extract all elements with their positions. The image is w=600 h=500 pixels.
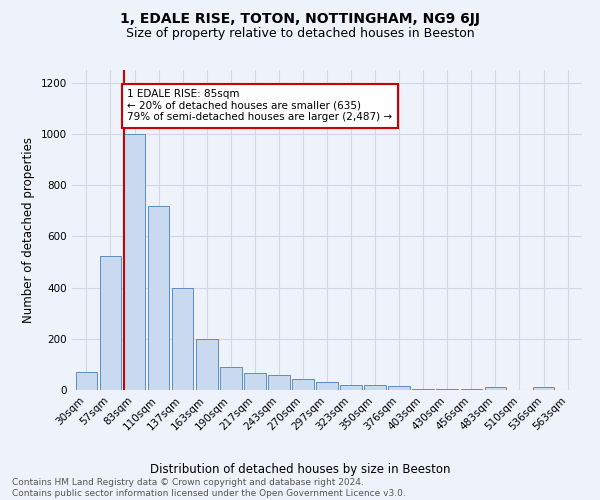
Bar <box>124 134 145 390</box>
Bar <box>533 386 554 390</box>
Bar <box>148 206 169 390</box>
Bar <box>292 379 314 390</box>
Bar <box>412 388 434 390</box>
Bar <box>388 386 410 390</box>
Bar <box>316 382 338 390</box>
Bar <box>485 388 506 390</box>
Text: Size of property relative to detached houses in Beeston: Size of property relative to detached ho… <box>125 28 475 40</box>
Text: 1 EDALE RISE: 85sqm
← 20% of detached houses are smaller (635)
79% of semi-detac: 1 EDALE RISE: 85sqm ← 20% of detached ho… <box>127 89 392 122</box>
Bar <box>100 256 121 390</box>
Y-axis label: Number of detached properties: Number of detached properties <box>22 137 35 323</box>
Bar <box>196 339 218 390</box>
Bar <box>340 386 362 390</box>
Bar <box>268 374 290 390</box>
Bar <box>244 374 266 390</box>
Bar <box>461 388 482 390</box>
Bar <box>364 386 386 390</box>
Bar <box>172 288 193 390</box>
Bar <box>76 372 97 390</box>
Bar <box>220 368 242 390</box>
Bar <box>436 388 458 390</box>
Text: 1, EDALE RISE, TOTON, NOTTINGHAM, NG9 6JJ: 1, EDALE RISE, TOTON, NOTTINGHAM, NG9 6J… <box>120 12 480 26</box>
Text: Contains HM Land Registry data © Crown copyright and database right 2024.
Contai: Contains HM Land Registry data © Crown c… <box>12 478 406 498</box>
Text: Distribution of detached houses by size in Beeston: Distribution of detached houses by size … <box>150 462 450 475</box>
